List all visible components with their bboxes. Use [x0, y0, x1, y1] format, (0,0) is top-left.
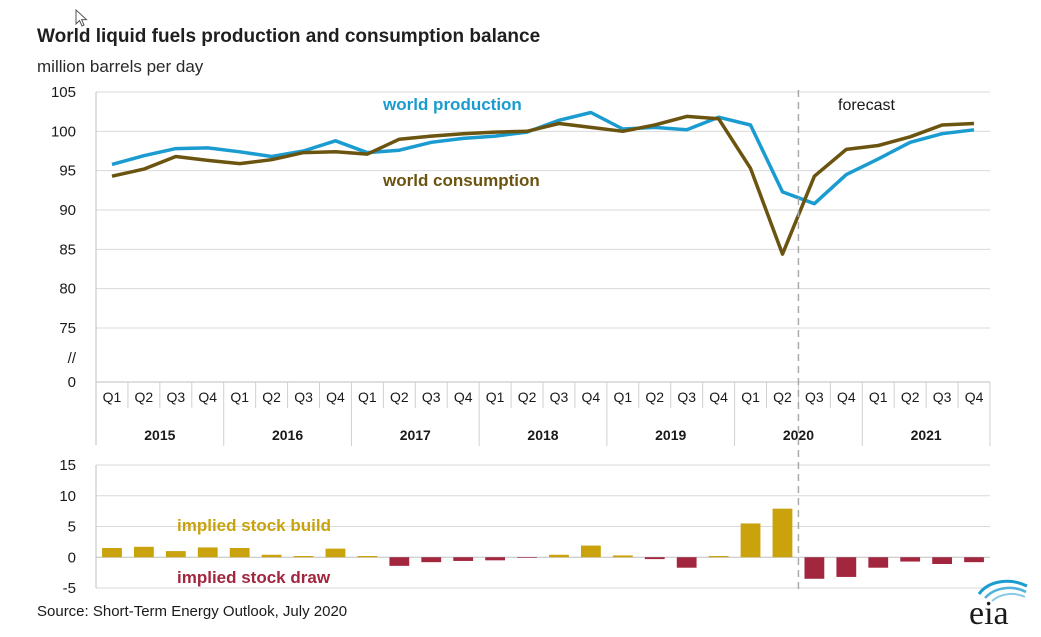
- stock-build-bar: [102, 548, 122, 558]
- year-label: 2020: [783, 427, 814, 443]
- quarter-label: Q2: [773, 389, 792, 405]
- source-note: Source: Short-Term Energy Outlook, July …: [37, 603, 348, 620]
- world-consumption-label: world consumption: [382, 171, 540, 190]
- bottom-y-tick-label: 15: [59, 457, 76, 474]
- stock-draw-bar: [932, 557, 953, 565]
- top-y-tick-label: 80: [59, 281, 76, 298]
- top-y-tick-label: 95: [59, 163, 76, 180]
- quarter-label: Q3: [166, 389, 185, 405]
- chart-annotations: world production world consumption forecas…: [177, 95, 895, 587]
- top-y-tick-label: //: [68, 350, 77, 367]
- mouse-cursor-icon: [75, 9, 88, 27]
- quarter-label: Q2: [645, 389, 664, 405]
- quarter-label: Q1: [230, 389, 249, 405]
- quarter-label: Q1: [486, 389, 505, 405]
- quarter-label: Q2: [135, 389, 154, 405]
- stock-draw-bar: [676, 557, 697, 568]
- quarter-label: Q3: [677, 389, 696, 405]
- top-gridlines: [96, 91, 990, 329]
- stock-draw-bar: [804, 557, 825, 579]
- bottom-y-axis: 15 10 5 0 -5: [59, 457, 97, 597]
- stock-build-bar: [612, 555, 633, 558]
- stock-draw-label: implied stock draw: [177, 568, 331, 587]
- stock-draw-bar: [485, 557, 506, 561]
- quarter-label: Q1: [741, 389, 760, 405]
- category-axis: Q1 Q2 Q3 Q4 Q1 Q2 Q3 Q4 Q1 Q2 Q3 Q4 Q1 Q2 Q3 Q4 Q1 Q2 Q3 Q4…: [103, 382, 991, 446]
- top-y-tick-label: 90: [59, 202, 76, 219]
- bottom-y-tick-label: 5: [68, 519, 76, 536]
- stock-build-label: implied stock build: [177, 516, 331, 535]
- stock-build-bar: [133, 546, 154, 558]
- quarter-label: Q2: [262, 389, 281, 405]
- top-y-axis: 105 100 95 90 85 80 75 // 0: [51, 84, 990, 445]
- stock-build-bar: [549, 554, 569, 558]
- stock-draw-bar: [836, 557, 857, 577]
- stock-draw-bar: [453, 557, 474, 561]
- stock-bars: [102, 508, 984, 579]
- top-y-tick-label: 105: [51, 84, 76, 101]
- chart-subtitle: million barrels per day: [37, 57, 204, 76]
- year-label: 2021: [911, 427, 942, 443]
- stock-build-bar: [165, 551, 186, 558]
- stock-draw-bar: [389, 557, 410, 566]
- stock-build-bar: [229, 548, 250, 558]
- bottom-y-tick-label: 10: [59, 488, 76, 505]
- quarter-label: Q4: [837, 389, 856, 405]
- quarter-label: Q1: [358, 389, 377, 405]
- stock-build-bar: [740, 523, 761, 558]
- top-y-tick-label: 75: [59, 320, 76, 337]
- quarter-label: Q3: [550, 389, 569, 405]
- forecast-label: forecast: [838, 97, 895, 114]
- quarter-label: Q1: [103, 389, 122, 405]
- top-y-tick-label: 0: [68, 374, 76, 391]
- stock-draw-bar: [964, 557, 984, 563]
- year-label: 2018: [527, 427, 558, 443]
- svg-text:eia: eia: [969, 595, 1009, 628]
- top-y-tick-label: 100: [51, 123, 76, 140]
- quarter-label: Q4: [326, 389, 345, 405]
- quarter-label: Q2: [390, 389, 409, 405]
- bottom-y-tick-label: -5: [63, 580, 76, 597]
- stock-build-bar: [261, 554, 282, 558]
- stock-build-bar: [357, 556, 378, 558]
- stock-draw-bar: [900, 557, 921, 562]
- fuel-lines: [111, 110, 975, 256]
- stock-build-bar: [325, 548, 346, 558]
- quarter-label: Q3: [294, 389, 313, 405]
- quarter-label: Q4: [198, 389, 217, 405]
- quarter-label: Q3: [933, 389, 952, 405]
- world-production-label: world production: [382, 95, 522, 114]
- stock-build-bar: [293, 556, 314, 558]
- quarter-label: Q4: [582, 389, 601, 405]
- eia-logo: eia: [969, 579, 1028, 628]
- quarter-label: Q4: [965, 389, 984, 405]
- chart-title: World liquid fuels production and consum…: [37, 26, 541, 47]
- quarter-label: Q3: [422, 389, 441, 405]
- quarter-label: Q2: [518, 389, 537, 405]
- stock-build-bar: [772, 508, 793, 558]
- stock-draw-bar: [421, 557, 442, 563]
- stock-draw-bar: [644, 557, 665, 560]
- stock-draw-bar: [517, 557, 537, 558]
- stock-build-bar: [580, 545, 601, 558]
- quarter-label: Q1: [869, 389, 888, 405]
- quarter-label: Q4: [454, 389, 473, 405]
- year-label: 2016: [272, 427, 303, 443]
- year-label: 2017: [400, 427, 431, 443]
- stock-draw-bar: [868, 557, 889, 568]
- year-label: 2015: [144, 427, 175, 443]
- top-y-tick-label: 85: [59, 241, 76, 258]
- bottom-y-tick-label: 0: [68, 549, 76, 566]
- stock-build-bar: [197, 547, 218, 558]
- year-label: 2019: [655, 427, 686, 443]
- quarter-label: Q1: [613, 389, 632, 405]
- quarter-label: Q3: [805, 389, 824, 405]
- quarter-label: Q2: [901, 389, 920, 405]
- stock-build-bar: [708, 556, 729, 558]
- quarter-label: Q4: [709, 389, 728, 405]
- world-consumption-line: [111, 114, 975, 256]
